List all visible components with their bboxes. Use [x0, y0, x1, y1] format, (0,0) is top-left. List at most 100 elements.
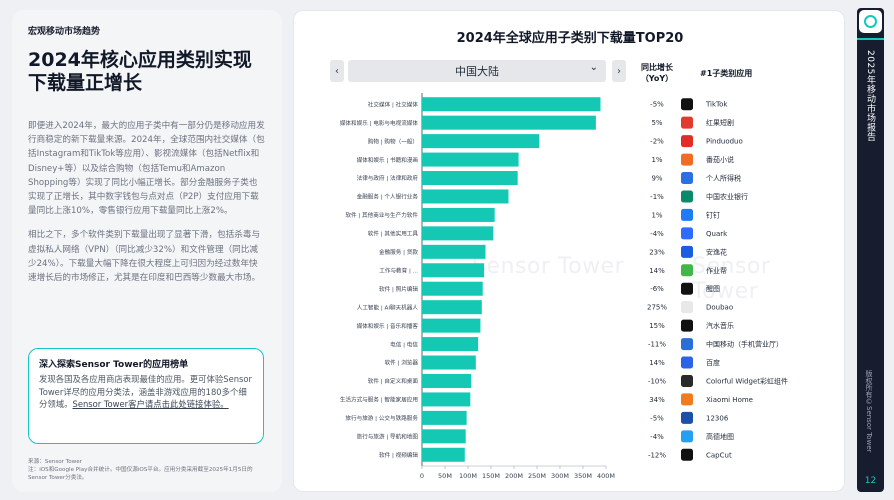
- category-label: 软件 | 浏览器: [385, 359, 419, 367]
- yoy-value: -5%: [650, 101, 664, 109]
- top-app-name: 12306: [706, 414, 729, 422]
- category-label: 法律与政府 | 法律和政府: [357, 174, 419, 182]
- callout-title: 深入探索Sensor Tower的应用榜单: [39, 360, 189, 370]
- bar: [422, 171, 518, 186]
- category-label: 媒体和娱乐 | 电影与电视流媒体: [340, 119, 419, 127]
- x-tick-label: 350M: [574, 472, 592, 480]
- app-icon: [681, 264, 693, 277]
- category-label: 旅行与旅游 | 公交与铁路服务: [345, 414, 418, 422]
- top-app-name: 钉钉: [706, 210, 720, 219]
- app-icon: [681, 448, 693, 461]
- bar: [422, 429, 466, 444]
- x-tick-label: 400M: [597, 472, 615, 480]
- app-icon: [681, 208, 693, 221]
- app-icon: [681, 374, 693, 387]
- chart-panel: Sensor Tower Sensor Tower 2024年全球应用子类别下载…: [293, 10, 845, 492]
- app-icon: [681, 411, 693, 424]
- bar: [422, 300, 482, 315]
- yoy-value: 1%: [651, 156, 662, 164]
- app-icon: [681, 393, 693, 406]
- bar: [422, 189, 509, 204]
- yoy-column-header: 同比增长 （YoY）: [640, 63, 674, 83]
- top-app-name: 汽水音乐: [706, 321, 734, 330]
- app-icon: [681, 245, 693, 258]
- category-label: 社交媒体 | 社交媒体: [368, 100, 419, 108]
- category-label: 软件 | 其他实用工具: [368, 230, 419, 238]
- yoy-value: 34%: [649, 396, 665, 404]
- category-label: 软件 | 自定义和桌面: [368, 377, 419, 385]
- yoy-value: -6%: [650, 285, 664, 293]
- page-number: 12: [864, 476, 877, 486]
- callout-text: 发现各国及各应用商店表现最佳的应用。更可体验Sensor Tower详尽的应用分…: [39, 373, 253, 411]
- copyright-vertical: 版权所有©Sensor Tower: [865, 370, 873, 453]
- top-app-column-header: #1子类别应用: [700, 69, 753, 78]
- yoy-value: -4%: [650, 230, 664, 238]
- yoy-value: 275%: [647, 304, 667, 312]
- category-label: 软件 | 视频编辑: [379, 451, 418, 459]
- chevron-down-icon: ⌄: [589, 62, 598, 73]
- callout-link[interactable]: Sensor Tower客户请点击此处链接体验。: [72, 399, 229, 410]
- chart-title: 2024年全球应用子类别下载量TOP20: [456, 31, 684, 46]
- section-label: 宏观移动市场趋势: [28, 27, 101, 37]
- yoy-value: 5%: [651, 119, 662, 127]
- source-line-2: 注：iOS和Google Play合并统计。中国仅源iOS平台。应用分类采用截至…: [28, 467, 253, 481]
- top-app-name: 中国农业银行: [706, 192, 748, 201]
- bar: [422, 207, 495, 222]
- app-icon: [681, 98, 693, 111]
- yoy-value: 14%: [649, 267, 665, 275]
- bar: [422, 134, 540, 149]
- bar: [422, 392, 471, 407]
- top-app-name: 高德地图: [706, 432, 734, 441]
- bar-chart: 0 50M 100M 150M 200M 250M 300M 350M 400M 社交媒体 | 社…: [340, 93, 788, 480]
- region-select-value: 中国大陆: [455, 65, 499, 78]
- watermark-2: Sensor Tower: [692, 254, 771, 304]
- source-line-1: 来源：Sensor Tower: [28, 459, 82, 465]
- bar: [422, 410, 467, 425]
- category-label: 软件 | 其他商业与生产力软件: [345, 211, 418, 219]
- category-label: 生活方式与服务 | 智能家居应用: [340, 396, 418, 404]
- app-icon: [681, 172, 693, 185]
- bar: [422, 263, 485, 278]
- top-app-name: Quark: [706, 230, 728, 238]
- app-icon: [681, 116, 693, 129]
- bar: [422, 115, 596, 130]
- app-icon: [681, 190, 693, 203]
- top-app-name: Xiaomi Home: [706, 396, 753, 404]
- top-app-name: Pinduoduo: [706, 138, 743, 146]
- top-app-name: 个人所得税: [706, 174, 741, 183]
- next-region-button[interactable]: ›: [612, 60, 626, 82]
- top-app-name: TikTok: [705, 101, 728, 109]
- paragraph-1: 即便进入2024年，最大的应用子类中有一部分仍是移动应用发行商稳定的新下载量来源…: [28, 121, 265, 217]
- bar: [422, 355, 476, 370]
- top-app-name: 红果短剧: [706, 118, 734, 127]
- sensor-tower-logo-icon: [859, 10, 882, 33]
- category-label: 工作与教育 | ...: [379, 266, 418, 274]
- app-icon: [681, 135, 693, 148]
- yoy-value: -10%: [648, 377, 666, 385]
- top-app-name: Colorful Widget彩虹组件: [706, 376, 788, 385]
- page-title: 2024年核心应用类别实现下载量正增长: [28, 49, 252, 94]
- yoy-value: -11%: [648, 341, 666, 349]
- region-select[interactable]: 中国大陆 ⌄: [348, 60, 606, 82]
- rail-accent: [857, 38, 884, 40]
- top-app-name: 安逸花: [706, 247, 727, 256]
- x-tick-label: 300M: [551, 472, 569, 480]
- bar: [422, 152, 519, 167]
- top-app-name: 百度: [706, 358, 720, 367]
- yoy-value: -1%: [650, 193, 664, 201]
- category-label: 购物 | 购物（一般）: [368, 137, 418, 145]
- paragraph-2: 相比之下，多个软件类别下载量出现了显著下滑，包括杀毒与虚拟私人网络（VPN）（同…: [28, 230, 261, 284]
- app-icon: [681, 430, 693, 443]
- prev-region-button[interactable]: ‹: [330, 60, 344, 82]
- app-icon: [681, 338, 693, 351]
- source-note: 来源：Sensor Tower 注：iOS和Google Play合并统计。中国…: [28, 458, 268, 482]
- left-panel: 宏观移动市场趋势 2024年核心应用类别实现下载量正增长 即便进入2024年，最…: [12, 10, 282, 492]
- yoy-value: 9%: [651, 175, 662, 183]
- app-icon: [681, 301, 693, 314]
- category-label: 旅行与旅游 | 导航和地图: [357, 433, 419, 441]
- bar: [422, 373, 472, 388]
- yoy-value: -12%: [648, 451, 666, 459]
- report-title-vertical: 2025年移动市场报告: [865, 50, 875, 142]
- app-icon: [681, 153, 693, 166]
- bar: [422, 244, 486, 259]
